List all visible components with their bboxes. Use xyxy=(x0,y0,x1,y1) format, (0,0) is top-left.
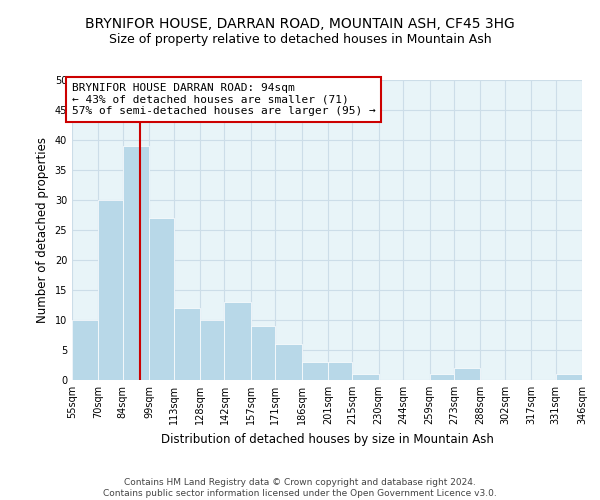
Bar xyxy=(123,146,149,380)
Bar xyxy=(454,368,481,380)
Bar xyxy=(251,326,275,380)
Bar xyxy=(173,308,200,380)
Text: Size of property relative to detached houses in Mountain Ash: Size of property relative to detached ho… xyxy=(109,32,491,46)
Y-axis label: Number of detached properties: Number of detached properties xyxy=(36,137,49,323)
Bar xyxy=(275,344,302,380)
Bar xyxy=(556,374,582,380)
Bar xyxy=(328,362,352,380)
Text: Contains HM Land Registry data © Crown copyright and database right 2024.
Contai: Contains HM Land Registry data © Crown c… xyxy=(103,478,497,498)
Text: BRYNIFOR HOUSE DARRAN ROAD: 94sqm
← 43% of detached houses are smaller (71)
57% : BRYNIFOR HOUSE DARRAN ROAD: 94sqm ← 43% … xyxy=(72,83,376,116)
Bar xyxy=(72,320,98,380)
Bar xyxy=(224,302,251,380)
Bar xyxy=(98,200,123,380)
Text: BRYNIFOR HOUSE, DARRAN ROAD, MOUNTAIN ASH, CF45 3HG: BRYNIFOR HOUSE, DARRAN ROAD, MOUNTAIN AS… xyxy=(85,18,515,32)
Bar xyxy=(352,374,379,380)
Bar xyxy=(430,374,454,380)
X-axis label: Distribution of detached houses by size in Mountain Ash: Distribution of detached houses by size … xyxy=(161,432,493,446)
Bar xyxy=(200,320,224,380)
Bar xyxy=(149,218,173,380)
Bar xyxy=(302,362,328,380)
